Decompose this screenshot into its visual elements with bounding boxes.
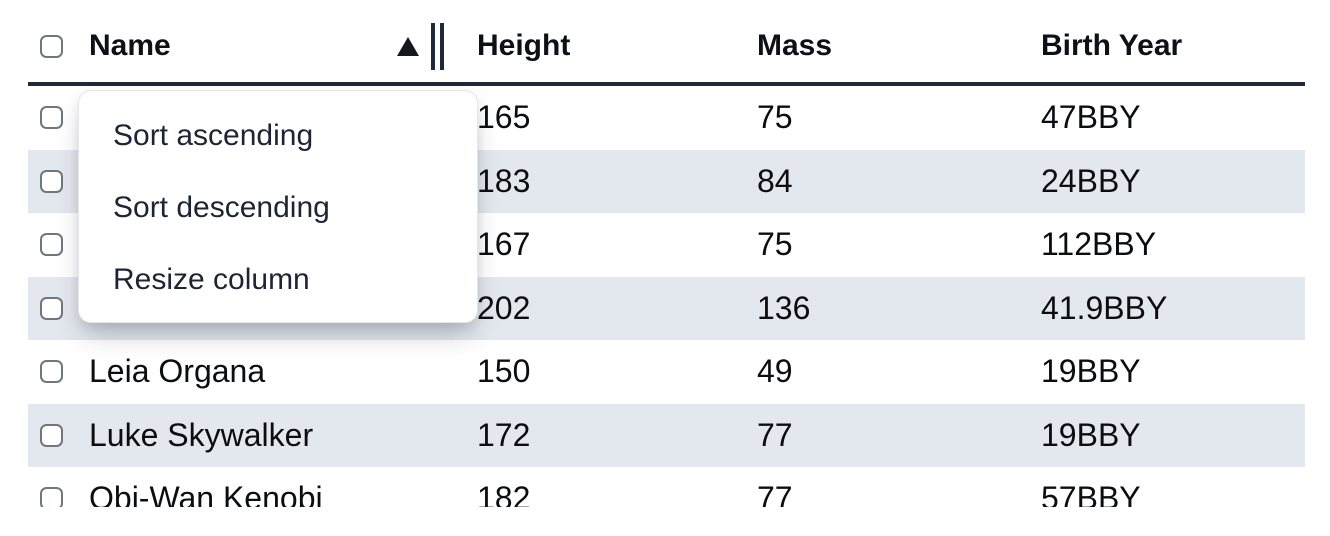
- cell-mass: 49: [757, 353, 793, 390]
- cell-name: Leia Organa: [89, 353, 266, 390]
- row-checkbox[interactable]: [40, 487, 63, 507]
- cell-height: 182: [477, 480, 531, 507]
- cell-birth-year: 57BBY: [1041, 480, 1141, 507]
- menu-item-sort-ascending[interactable]: Sort ascending: [113, 119, 314, 152]
- cell-birth-year: 112BBY: [1041, 226, 1157, 263]
- table-row: Leia Organa 150 49 19BBY: [28, 340, 1305, 404]
- cell-birth-year: 24BBY: [1041, 162, 1141, 199]
- column-header-height[interactable]: Height: [477, 29, 571, 62]
- row-checkbox[interactable]: [40, 169, 63, 193]
- cell-name: Luke Skywalker: [89, 416, 314, 453]
- cell-height: 165: [477, 99, 531, 136]
- select-all-checkbox[interactable]: [40, 34, 63, 58]
- row-checkbox[interactable]: [40, 296, 63, 320]
- row-checkbox-cell: [28, 106, 77, 130]
- row-checkbox[interactable]: [40, 233, 63, 257]
- cell-birth-year: 47BBY: [1041, 99, 1141, 136]
- row-checkbox-cell: [28, 296, 77, 320]
- cell-birth-year: 19BBY: [1041, 416, 1141, 453]
- cell-mass: 75: [757, 226, 793, 263]
- cell-mass: 84: [757, 162, 793, 199]
- cell-height: 150: [477, 353, 531, 390]
- column-context-menu: Sort ascending Sort descending Resize co…: [78, 90, 478, 323]
- cell-height: 172: [477, 416, 531, 453]
- row-checkbox-cell: [28, 423, 77, 447]
- cell-mass: 77: [757, 480, 793, 507]
- table-row: Obi-Wan Kenobi 182 77 57BBY: [28, 467, 1305, 507]
- cell-height: 167: [477, 226, 531, 263]
- select-all-cell: [28, 34, 77, 58]
- table-row: 165 75 47BBY: [28, 86, 1305, 150]
- column-resize-handle[interactable]: [430, 22, 444, 70]
- sort-ascending-icon: [396, 36, 419, 56]
- cell-birth-year: 19BBY: [1041, 353, 1141, 390]
- cell-birth-year: 41.9BBY: [1041, 289, 1168, 326]
- row-checkbox[interactable]: [40, 423, 63, 447]
- cell-height: 202: [477, 289, 531, 326]
- column-header-birth-year[interactable]: Birth Year: [1041, 29, 1183, 62]
- resize-bar-icon: [430, 22, 435, 70]
- table-header-row: Name Height Mass Birth Year: [28, 10, 1305, 86]
- row-checkbox-cell: [28, 233, 77, 257]
- row-checkbox-cell: [28, 169, 77, 193]
- row-checkbox[interactable]: [40, 360, 63, 384]
- column-header-name[interactable]: Name: [77, 22, 460, 70]
- cell-height: 183: [477, 162, 531, 199]
- cell-name: Obi-Wan Kenobi: [89, 480, 323, 507]
- cell-mass: 136: [757, 289, 811, 326]
- menu-item-resize-column[interactable]: Resize column: [113, 263, 310, 296]
- cell-mass: 75: [757, 99, 793, 136]
- row-checkbox-cell: [28, 360, 77, 384]
- row-checkbox[interactable]: [40, 106, 63, 130]
- cell-mass: 77: [757, 416, 793, 453]
- table-row: 167 75 112BBY: [28, 213, 1305, 277]
- column-header-name-label: Name: [89, 29, 171, 62]
- resize-bar-icon: [439, 22, 444, 70]
- column-header-mass[interactable]: Mass: [757, 29, 833, 62]
- table-row: Luke Skywalker 172 77 19BBY: [28, 403, 1305, 467]
- menu-item-sort-descending[interactable]: Sort descending: [113, 191, 330, 224]
- row-checkbox-cell: [28, 487, 77, 507]
